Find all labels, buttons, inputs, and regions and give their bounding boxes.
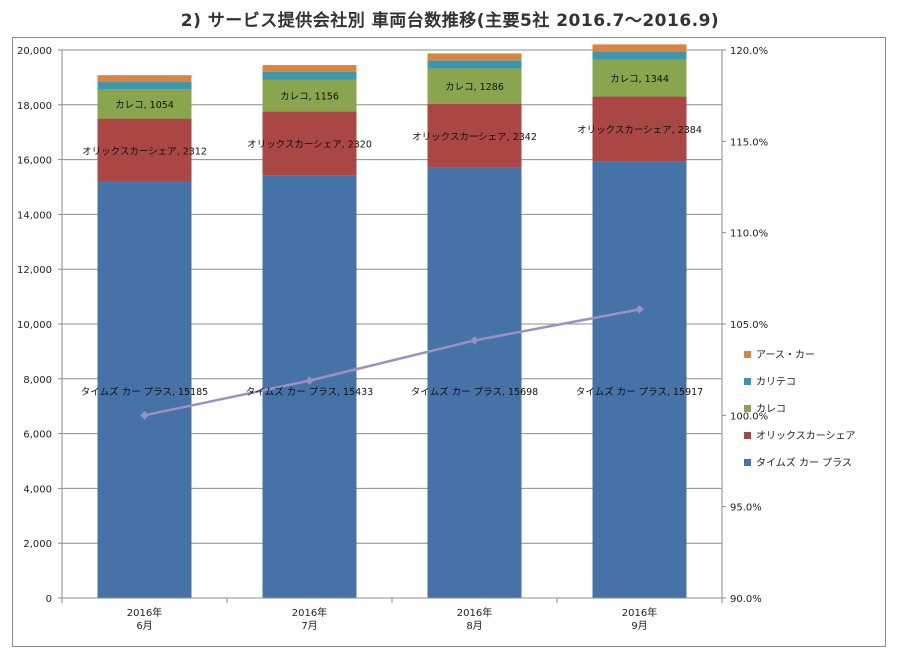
legend-swatch (744, 405, 751, 412)
y-tick-label: 18,000 (17, 101, 52, 112)
legend-swatch (744, 432, 751, 439)
y2-tick-label: 95.0% (730, 503, 762, 514)
data-labels: タイムズ カー プラス, 15185 オリックスカーシェア, 2312 カレコ, 1… (81, 74, 703, 398)
legend-label: アース・カー (756, 349, 815, 361)
bar-segment (592, 96, 687, 162)
bar-segment (427, 53, 522, 61)
growth-line-point (305, 376, 314, 385)
x-tick-label: 2016年 (127, 606, 162, 619)
growth-line-point (140, 411, 149, 420)
x-tick-label: 8月 (466, 620, 482, 632)
data-label: カレコ, 1344 (610, 74, 669, 85)
bar-segment (97, 118, 192, 182)
bar-segment (427, 60, 522, 69)
y2-tick-label: 110.0% (730, 229, 768, 240)
data-label: タイムズ カー プラス, 15433 (246, 386, 373, 398)
y-tick-label: 4,000 (23, 484, 52, 495)
data-label: オリックスカーシェア, 2312 (82, 146, 207, 157)
bar-segment (592, 51, 687, 60)
bar-segment (592, 59, 687, 97)
bar-segment (262, 79, 357, 112)
chart-title: 2) サービス提供会社別 車両台数推移(主要5社 2016.7～2016.9) (180, 11, 720, 31)
legend-label: カレコ (756, 403, 786, 415)
legend-swatch (744, 351, 751, 358)
y-tick-label: 20,000 (17, 46, 52, 57)
data-label: タイムズ カー プラス, 15917 (576, 386, 703, 398)
data-label: タイムズ カー プラス, 15698 (411, 386, 538, 398)
data-label: カレコ, 1286 (445, 82, 504, 93)
y2-tick-label: 105.0% (730, 320, 768, 331)
x-tick-label: 2016年 (622, 606, 657, 619)
data-label: オリックスカーシェア, 2342 (412, 132, 537, 143)
y-tick-label: 16,000 (17, 156, 52, 167)
bar-segment (262, 111, 357, 176)
y-tick-label: 10,000 (17, 320, 52, 331)
bar-segment (427, 167, 522, 598)
legend-label: カリテコ (756, 376, 796, 388)
data-label: カレコ, 1054 (115, 100, 174, 111)
bar-segment (262, 65, 357, 72)
growth-line-path (144, 308, 640, 417)
y2-tick-label: 115.0% (730, 137, 768, 148)
y-tick-label: 2,000 (23, 539, 52, 550)
y-tick-label: 8,000 (23, 375, 52, 386)
bar-segment (427, 103, 522, 168)
bar-segment (427, 68, 522, 104)
bar-segment (97, 75, 192, 83)
x-tick-label: 6月 (136, 620, 152, 632)
x-tick-label: 7月 (301, 620, 317, 632)
bar-segment (592, 44, 687, 52)
growth-line (140, 305, 644, 420)
legend-label: タイムズ カー プラス (756, 456, 852, 469)
data-label: カレコ, 1156 (280, 92, 339, 103)
bar-segment (262, 71, 357, 80)
bar-segment (97, 181, 192, 598)
bars (97, 44, 687, 598)
data-label: オリックスカーシェア, 2320 (247, 139, 372, 150)
legend-label: オリックスカーシェア (756, 430, 856, 442)
chart-frame (12, 37, 886, 647)
y2-tick-label: 90.0% (730, 594, 762, 605)
bar-segment (592, 161, 687, 598)
x-tick-label: 2016年 (292, 606, 327, 619)
y-tick-label: 12,000 (17, 265, 52, 276)
y-tick-label: 0 (46, 594, 52, 605)
y-tick-label: 6,000 (23, 430, 52, 441)
data-label: オリックスカーシェア, 2384 (577, 125, 702, 136)
bar-segment (97, 89, 192, 119)
bar-segment (97, 82, 192, 90)
legend-swatch (744, 378, 751, 385)
data-label: タイムズ カー プラス, 15185 (81, 386, 208, 398)
y2-tick-label: 100.0% (730, 411, 768, 422)
y-tick-label: 14,000 (17, 210, 52, 221)
growth-line-point (635, 305, 644, 314)
x-tick-label: 9月 (631, 620, 647, 632)
legend-swatch (744, 459, 751, 466)
x-tick-label: 2016年 (457, 606, 492, 619)
y2-tick-label: 120.0% (730, 46, 768, 57)
growth-line-point (470, 336, 479, 345)
axes: 0 2,000 4,000 6,000 8,000 10,000 12,000 14,000 1… (17, 46, 768, 632)
